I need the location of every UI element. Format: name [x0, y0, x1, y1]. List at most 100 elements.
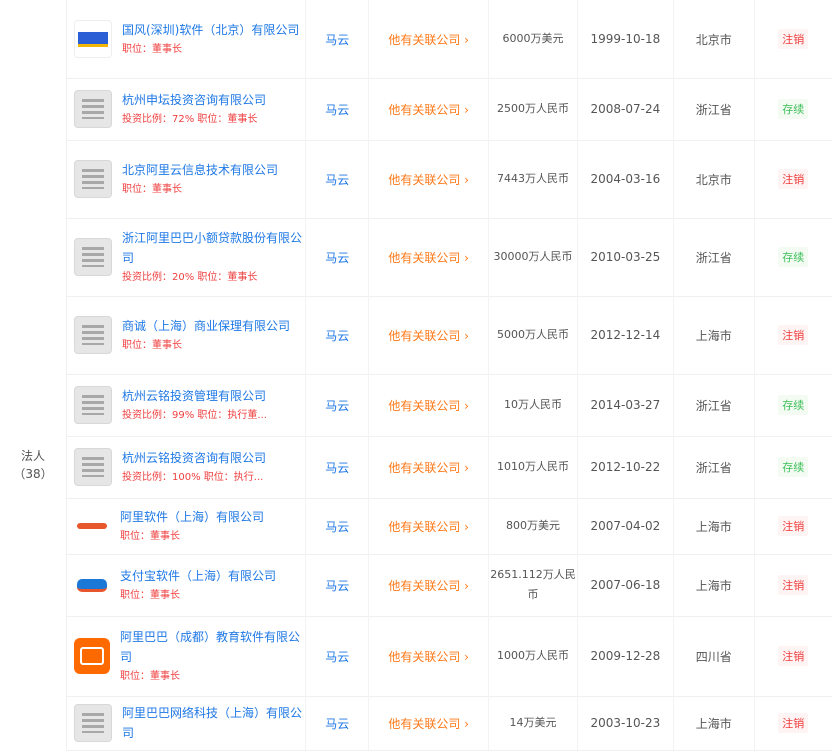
legal-rep-link[interactable]: 马云 [325, 250, 350, 265]
legal-rep-link[interactable]: 马云 [325, 328, 350, 343]
legal-rep-link[interactable]: 马云 [325, 649, 350, 664]
related-cell: 他有关联公司 › [369, 218, 490, 296]
legal-rep-link[interactable]: 马云 [325, 578, 350, 593]
related-companies-link[interactable]: 他有关联公司 › [388, 172, 469, 187]
related-cell: 他有关联公司 › [369, 0, 490, 78]
established-date: 2007-06-18 [590, 578, 661, 592]
date-cell: 2009-12-28 [578, 616, 675, 696]
company-name-link[interactable]: 阿里巴巴（成都）教育软件有限公司 [120, 630, 301, 664]
legal-rep-cell: 马云 [306, 140, 370, 218]
related-companies-link[interactable]: 他有关联公司 › [388, 578, 469, 593]
company-name-link[interactable]: 杭州云铭投资管理有限公司 [122, 389, 267, 403]
related-cell: 他有关联公司 › [369, 436, 490, 498]
date-cell: 1999-10-18 [578, 0, 675, 78]
company-role-text: 投资比例：99% 职位：执行董... [122, 410, 267, 421]
company-name-link[interactable]: 国风(深圳)软件（北京）有限公司 [122, 23, 300, 37]
company-name-link[interactable]: 阿里软件（上海）有限公司 [120, 510, 265, 524]
company-logo-icon[interactable] [74, 90, 112, 128]
company-cell: 浙江阿里巴巴小额贷款股份有限公司 投资比例：20% 职位：董事长 [66, 218, 307, 296]
related-companies-link[interactable]: 他有关联公司 › [388, 460, 469, 475]
related-companies-link[interactable]: 他有关联公司 › [388, 328, 469, 343]
company-role-text: 职位：董事长 [122, 340, 182, 351]
registered-capital: 5000万人民币 [496, 328, 569, 341]
related-companies-link[interactable]: 他有关联公司 › [388, 250, 469, 265]
registered-capital: 1000万人民币 [496, 649, 569, 662]
company-info: 阿里软件（上海）有限公司 职位：董事长 [120, 507, 264, 545]
legal-rep-link[interactable]: 马云 [325, 460, 350, 475]
related-companies-link[interactable]: 他有关联公司 › [388, 102, 469, 117]
legal-rep-link[interactable]: 马云 [325, 172, 350, 187]
company-name-link[interactable]: 杭州申坛投资咨询有限公司 [122, 93, 267, 107]
related-cell: 他有关联公司 › [369, 616, 490, 696]
region-text: 四川省 [695, 649, 732, 664]
region-cell: 浙江省 [674, 218, 755, 296]
legal-rep-link[interactable]: 马云 [325, 398, 350, 413]
capital-cell: 30000万人民币 [489, 218, 578, 296]
related-companies-link[interactable]: 他有关联公司 › [388, 519, 469, 534]
region-cell: 上海市 [674, 554, 755, 616]
related-companies-link[interactable]: 他有关联公司 › [388, 32, 469, 47]
company-logo-icon[interactable] [74, 448, 112, 486]
region-text: 浙江省 [695, 102, 732, 117]
region-cell: 浙江省 [674, 374, 755, 436]
company-role-text: 投资比例：72% 职位：董事长 [122, 114, 258, 125]
company-name-link[interactable]: 商诚（上海）商业保理有限公司 [122, 319, 291, 333]
company-name-link[interactable]: 阿里巴巴网络科技（上海）有限公司 [122, 706, 303, 740]
company-info: 阿里巴巴（成都）教育软件有限公司 职位：董事长 [120, 627, 305, 685]
related-companies-link[interactable]: 他有关联公司 › [388, 649, 469, 664]
company-name-link[interactable]: 支付宝软件（上海）有限公司 [120, 569, 277, 583]
company-cell: 阿里巴巴网络科技（上海）有限公司 [66, 696, 307, 750]
status-badge: 存续 [778, 99, 809, 119]
company-name-link[interactable]: 杭州云铭投资咨询有限公司 [122, 451, 267, 465]
company-info: 支付宝软件（上海）有限公司 职位：董事长 [120, 566, 276, 604]
region-text: 上海市 [695, 716, 732, 731]
legal-rep-link[interactable]: 马云 [325, 102, 350, 117]
related-companies-link[interactable]: 他有关联公司 › [388, 398, 469, 413]
date-cell: 2012-12-14 [578, 296, 675, 374]
region-cell: 上海市 [674, 696, 755, 750]
capital-cell: 2651.112万人民币 [489, 554, 578, 616]
company-name-link[interactable]: 浙江阿里巴巴小额贷款股份有限公司 [122, 231, 303, 265]
legal-rep-cell: 马云 [306, 498, 370, 554]
status-cell: 存续 [755, 218, 832, 296]
company-logo-icon[interactable] [74, 567, 110, 603]
company-logo-icon[interactable] [74, 160, 112, 198]
company-logo-icon[interactable] [74, 508, 110, 544]
company-cell: 支付宝软件（上海）有限公司 职位：董事长 [66, 554, 307, 616]
company-name-link[interactable]: 北京阿里云信息技术有限公司 [122, 163, 279, 177]
region-cell: 上海市 [674, 296, 755, 374]
registered-capital: 800万美元 [505, 519, 560, 532]
status-badge: 注销 [778, 713, 809, 733]
company-logo-icon[interactable] [74, 638, 110, 674]
status-cell: 存续 [755, 374, 832, 436]
established-date: 2003-10-23 [590, 716, 661, 730]
related-companies-link[interactable]: 他有关联公司 › [388, 716, 469, 731]
company-info: 国风(深圳)软件（北京）有限公司 职位：董事长 [122, 20, 299, 58]
capital-cell: 1010万人民币 [489, 436, 578, 498]
capital-cell: 2500万人民币 [489, 78, 578, 140]
legal-rep-cell: 马云 [306, 696, 370, 750]
status-cell: 注销 [755, 696, 832, 750]
region-text: 上海市 [695, 578, 732, 593]
company-logo-icon[interactable] [74, 386, 112, 424]
date-cell: 2003-10-23 [578, 696, 675, 750]
capital-cell: 800万美元 [489, 498, 578, 554]
role-column: 法人 （38） [0, 0, 67, 750]
related-cell: 他有关联公司 › [369, 498, 490, 554]
region-text: 浙江省 [695, 460, 732, 475]
registered-capital: 6000万美元 [502, 32, 564, 45]
legal-rep-cell: 马云 [306, 218, 370, 296]
legal-rep-link[interactable]: 马云 [325, 32, 350, 47]
status-cell: 注销 [755, 296, 832, 374]
region-cell: 浙江省 [674, 436, 755, 498]
legal-rep-link[interactable]: 马云 [325, 716, 350, 731]
date-cell: 2014-03-27 [578, 374, 675, 436]
region-text: 北京市 [695, 32, 732, 47]
company-logo-icon[interactable] [74, 316, 112, 354]
legal-rep-link[interactable]: 马云 [325, 519, 350, 534]
company-cell: 阿里软件（上海）有限公司 职位：董事长 [66, 498, 307, 554]
company-logo-icon[interactable] [74, 20, 112, 58]
role-label-title: 法人 [20, 449, 45, 463]
company-logo-icon[interactable] [74, 238, 112, 276]
company-logo-icon[interactable] [74, 704, 112, 742]
